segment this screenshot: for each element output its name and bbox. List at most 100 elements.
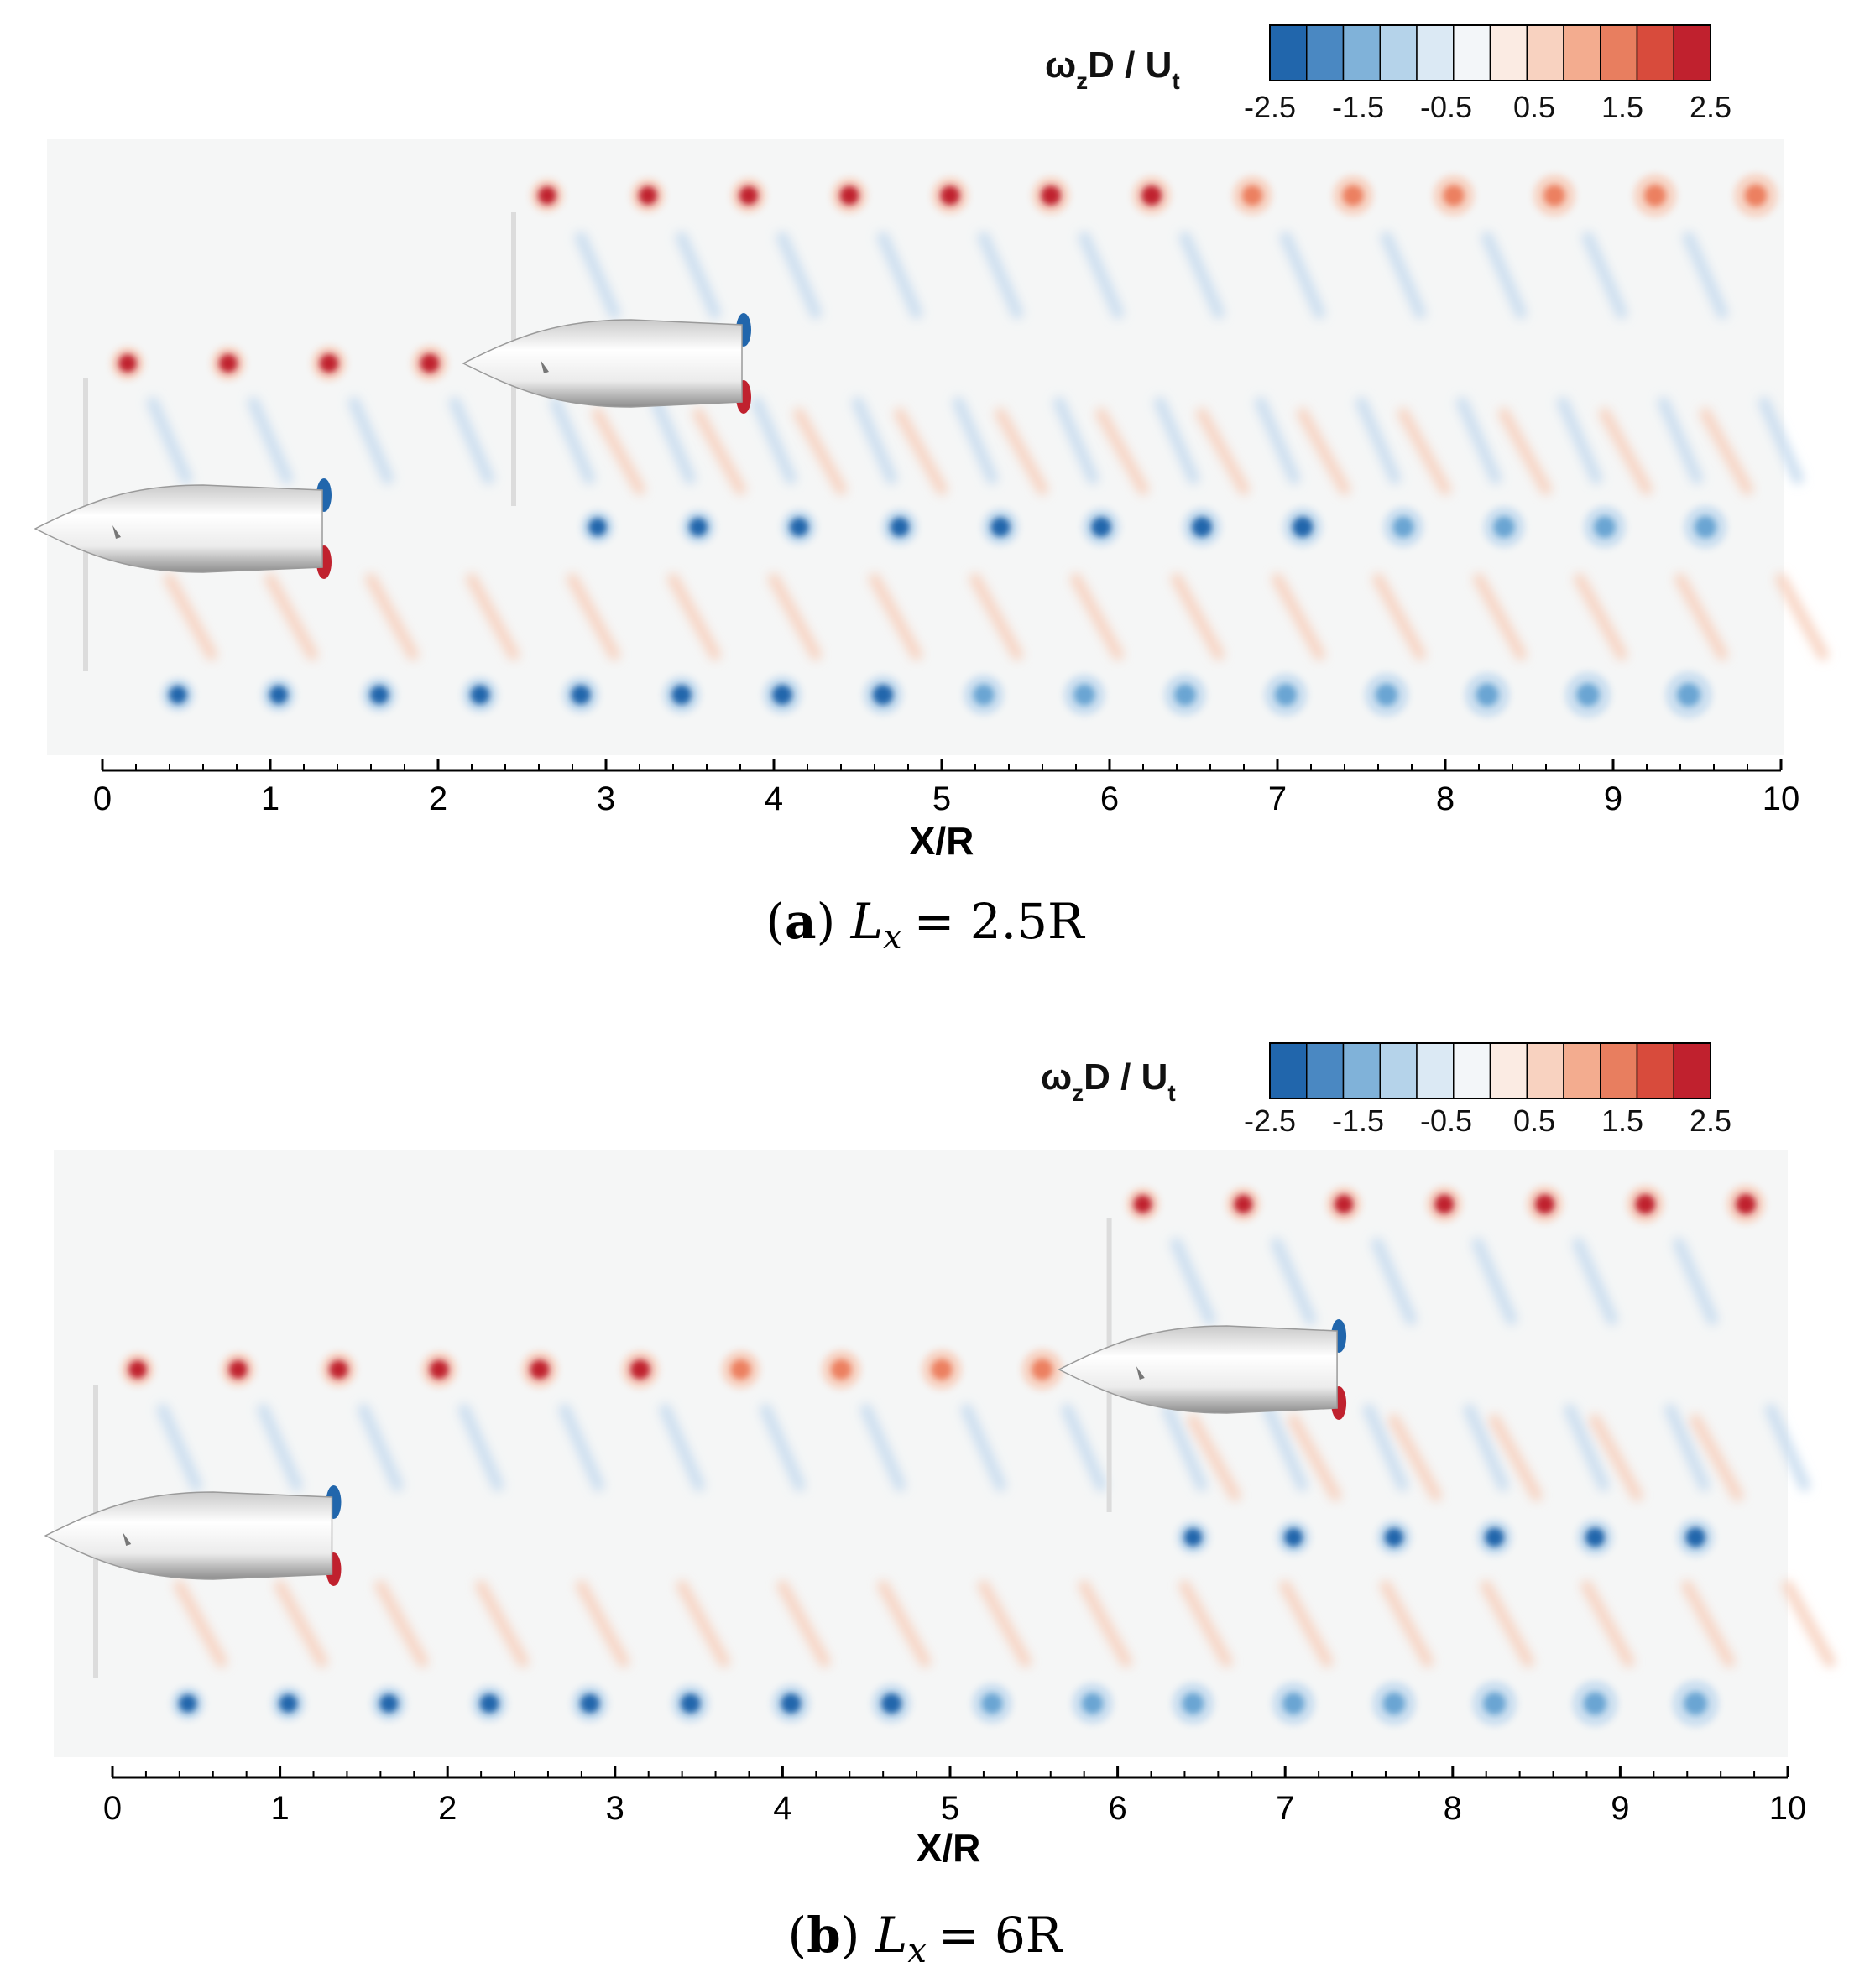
panel-a-streak-upper-0 (852, 397, 897, 484)
panel-b-streak-upper-1 (1673, 1238, 1719, 1325)
panel-a-tick-marks: 0 1 2 3 4 5 6 7 8 9 10 (93, 759, 1799, 817)
panel-a-vortex-core (839, 185, 859, 206)
panel-a-colorbar-cell (1269, 24, 1308, 81)
panel-a-tick-label: 9 (1604, 780, 1622, 817)
panel-a-streak-upper-1 (776, 232, 822, 319)
panel-a-streak-lower-1 (894, 408, 948, 495)
panel-a-wake-streaks (147, 232, 1829, 660)
panel-a-vortex-core (1443, 185, 1465, 206)
panel-a-tick-label: 5 (932, 780, 951, 817)
panel-a-vortex-core (1594, 516, 1616, 538)
panel-a-x-axis: 0 1 2 3 4 5 6 7 8 9 10 X/R (93, 759, 1799, 863)
panel-a-vortex-core (890, 517, 910, 537)
panel-a-vortex-core (990, 517, 1011, 537)
panel-b-colorbar-cell (1563, 1042, 1601, 1099)
panel-b-tick-label: 10 (1769, 1790, 1807, 1827)
panel-b-streak-upper-1 (1271, 1238, 1317, 1325)
panel-b-vortex-core (1483, 1692, 1507, 1715)
panel-b-colorbar-tick-label: 0.5 (1513, 1104, 1555, 1138)
panel-a-streak-lower-1 (1599, 408, 1653, 495)
panel-a-streak-upper-0 (1355, 397, 1401, 484)
panel-a-colorbar-tick-label: 0.5 (1513, 90, 1555, 124)
panel-b-tick-label: 8 (1444, 1790, 1462, 1827)
panel-b-colorbar-cell (1453, 1042, 1491, 1099)
panel-a-streak-upper-0 (1053, 397, 1099, 484)
panel-b-streak-lower-0 (1580, 1580, 1635, 1667)
panel-b-caption-value: = 6R (938, 1907, 1064, 1964)
panel-b-streak-lower-0 (575, 1580, 629, 1667)
panel-a-streak-lower-0 (667, 573, 721, 660)
panel-b-vortex-core (730, 1359, 751, 1380)
panel-b-streak-upper-1 (1572, 1238, 1618, 1325)
panel-b-vortex-core (1234, 1194, 1253, 1214)
panel-b-wake-streaks (156, 1238, 1836, 1667)
panel-a-vortex-core (1241, 185, 1263, 206)
panel-b-streak-upper-0 (659, 1404, 705, 1491)
panel-a-vorticity-field (111, 173, 1829, 718)
panel-a-vortex-core (1041, 185, 1061, 206)
panel-a-colorbar-tick-label: -0.5 (1420, 90, 1472, 124)
panel-a-vortex-core (1073, 684, 1095, 706)
panel-b-vortex-core (931, 1359, 953, 1380)
panel-a-caption-variable: L (850, 893, 884, 950)
panel-b-vortex-core (178, 1694, 197, 1713)
panel-b-streak-lower-0 (274, 1580, 328, 1667)
panel-a-streak-upper-0 (248, 397, 293, 484)
panel-a-colorbar-cell (1342, 24, 1381, 81)
panel-b-colorbar-cells (1269, 1042, 1711, 1099)
panel-b-nacelle-0 (44, 1385, 342, 1678)
panel-b-streak-upper-0 (760, 1404, 806, 1491)
panel-a-streak-upper-0 (1658, 397, 1703, 484)
panel-b-vortex-core (1735, 1193, 1757, 1215)
panel-b-vortex-core (981, 1693, 1003, 1714)
panel-a-streak-upper-0 (953, 397, 998, 484)
panel-a-vortex-core (420, 353, 440, 373)
panel-b-x-axis: 0 1 2 3 4 5 6 7 8 9 10 X/R (103, 1766, 1806, 1870)
panel-b-colorbar-tick-label: -2.5 (1244, 1104, 1296, 1138)
panel-b-nacelle-1 (1058, 1218, 1347, 1512)
panel-a-colorbar-cell (1379, 24, 1418, 81)
panel-a-tick-label: 1 (261, 780, 279, 817)
panel-a-streak-upper-1 (978, 232, 1023, 319)
panel-a-streak-lower-1 (1498, 408, 1552, 495)
panel-b-streak-upper-0 (257, 1404, 303, 1491)
panel-a-streak-lower-0 (1171, 573, 1225, 660)
panel-a-vortex-core (1274, 683, 1298, 707)
panel-b-colorbar-cell (1489, 1042, 1528, 1099)
panel-b-colorbar-cell (1600, 1042, 1638, 1099)
panel-a-colorbar-cell (1636, 24, 1674, 81)
panel-a-tip-vortices (111, 173, 1778, 718)
panel-b-tick-label: 0 (103, 1790, 122, 1827)
panel-a-nacelle-body-0 (34, 484, 323, 573)
panel-b-tick-label: 1 (270, 1790, 289, 1827)
panel-a-streak-upper-1 (877, 232, 922, 319)
panel-a-nacelles (34, 212, 751, 671)
panel-a-vortex-core (269, 685, 289, 705)
panel-a-streak-upper-0 (1456, 397, 1502, 484)
panel-a-caption: (a) Lx = 2.5R (765, 893, 1086, 957)
panel-b-vortex-core (629, 1359, 650, 1380)
panel-b-x-label: X/R (917, 1826, 981, 1870)
panel-a-streak-upper-0 (147, 397, 192, 484)
panel-b-vortex-core (781, 1693, 802, 1714)
panel-a-caption-open-paren: ( (765, 893, 785, 950)
panel-b-vortex-core (1283, 1527, 1303, 1547)
panel-b-streak-lower-1 (1488, 1414, 1543, 1501)
panel-a-colorbar-cell (1600, 24, 1638, 81)
panel-a-streak-upper-0 (650, 397, 696, 484)
panel-a-colorbar-cell (1306, 24, 1345, 81)
panel-a-tick-label: 2 (429, 780, 447, 817)
panel-a-streak-upper-0 (751, 397, 797, 484)
panel-b-streak-upper-0 (1061, 1404, 1107, 1491)
panel-b-caption: (b) Lx = 6R (788, 1907, 1064, 1970)
panel-a-vortex-core (1191, 516, 1213, 538)
panel-a-vortex-core (1392, 516, 1414, 538)
panel-b-tick-marks: 0 1 2 3 4 5 6 7 8 9 10 (103, 1766, 1806, 1827)
panel-a-vortex-core (1141, 185, 1162, 206)
panel-b-caption-close-paren: ) (841, 1907, 875, 1964)
panel-b-streak-lower-1 (1387, 1414, 1442, 1501)
panel-a-vortex-core (739, 185, 759, 206)
panel-a-vortex-core (218, 353, 238, 373)
panel-b-vortex-core (1585, 1527, 1606, 1547)
